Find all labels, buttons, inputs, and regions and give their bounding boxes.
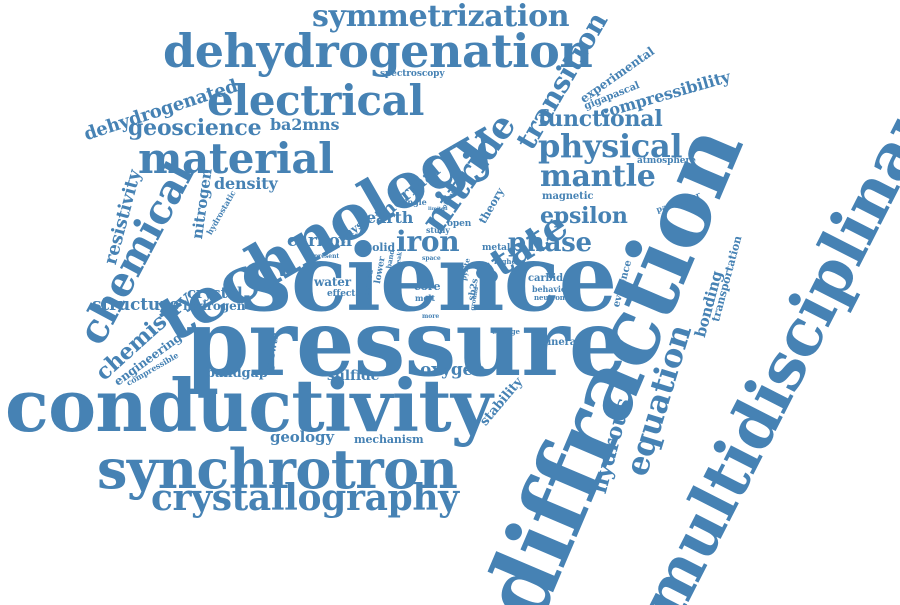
word-pressure: pressure xyxy=(185,289,627,397)
word-magnetic: magnetic xyxy=(542,191,594,202)
word-epsilon: epsilon xyxy=(540,203,628,229)
word-oxygen: oxygen xyxy=(420,360,486,380)
word-limited: limited xyxy=(428,206,448,212)
word-crystal: crystal xyxy=(187,284,243,302)
word-phase: phase xyxy=(508,228,592,258)
word-dehydrogenation: dehydrogenation xyxy=(163,24,593,78)
word-study: study xyxy=(426,225,450,235)
word-behavior: behavior xyxy=(532,284,571,294)
word-higher: higher xyxy=(494,257,520,266)
word-earth: earth xyxy=(366,208,414,227)
word-carbide: carbide xyxy=(528,273,570,284)
word-geoscience: geoscience xyxy=(128,115,262,141)
word-more: more xyxy=(422,313,440,320)
word-material: material xyxy=(138,134,334,183)
word-functional: functional xyxy=(538,106,663,132)
word-mineral: mineral xyxy=(537,337,580,348)
word-symmetrization: symmetrization xyxy=(312,0,570,34)
word-neutron: neutron xyxy=(534,293,565,302)
word-mechanism: mechanism xyxy=(354,433,424,446)
word-science: science xyxy=(240,224,617,332)
word-structure: structure xyxy=(92,295,180,315)
word-spectroscopy: spectroscopy xyxy=(380,69,445,79)
word-geology: geology xyxy=(270,428,334,446)
word-water: water xyxy=(314,275,352,289)
word-metal: metal xyxy=(482,243,511,253)
word-solid: solid xyxy=(366,241,396,254)
word-bandgap: bandgap xyxy=(206,366,268,381)
word-hydrogen: hydrogen xyxy=(183,299,246,313)
word-crystallography: crystallography xyxy=(151,477,459,519)
word-change: change xyxy=(492,327,520,336)
word-density: density xyxy=(214,174,278,193)
word-ba2mns: ba2mns xyxy=(270,115,340,134)
word-atmosphere: atmosphere xyxy=(637,156,696,166)
word-effect: effect xyxy=(327,289,356,299)
word-mantle: mantle xyxy=(540,159,656,194)
word-conductivity: conductivity xyxy=(5,363,493,448)
word-single: single xyxy=(400,197,427,207)
word-sulfide: sulfide xyxy=(327,368,380,384)
word-present: present xyxy=(314,253,340,260)
word-physical: physical xyxy=(538,127,683,165)
word-synchrotron: synchrotron xyxy=(97,437,458,501)
word-open: open xyxy=(447,219,472,229)
word-melt: melt xyxy=(415,293,435,303)
word-space: space xyxy=(422,255,441,262)
word-theory: theory xyxy=(476,185,507,226)
word-electrical: electrical xyxy=(207,76,424,125)
word-carbon: carbon xyxy=(287,231,352,251)
word-core: core xyxy=(414,280,441,293)
word-iron: iron xyxy=(396,225,460,258)
